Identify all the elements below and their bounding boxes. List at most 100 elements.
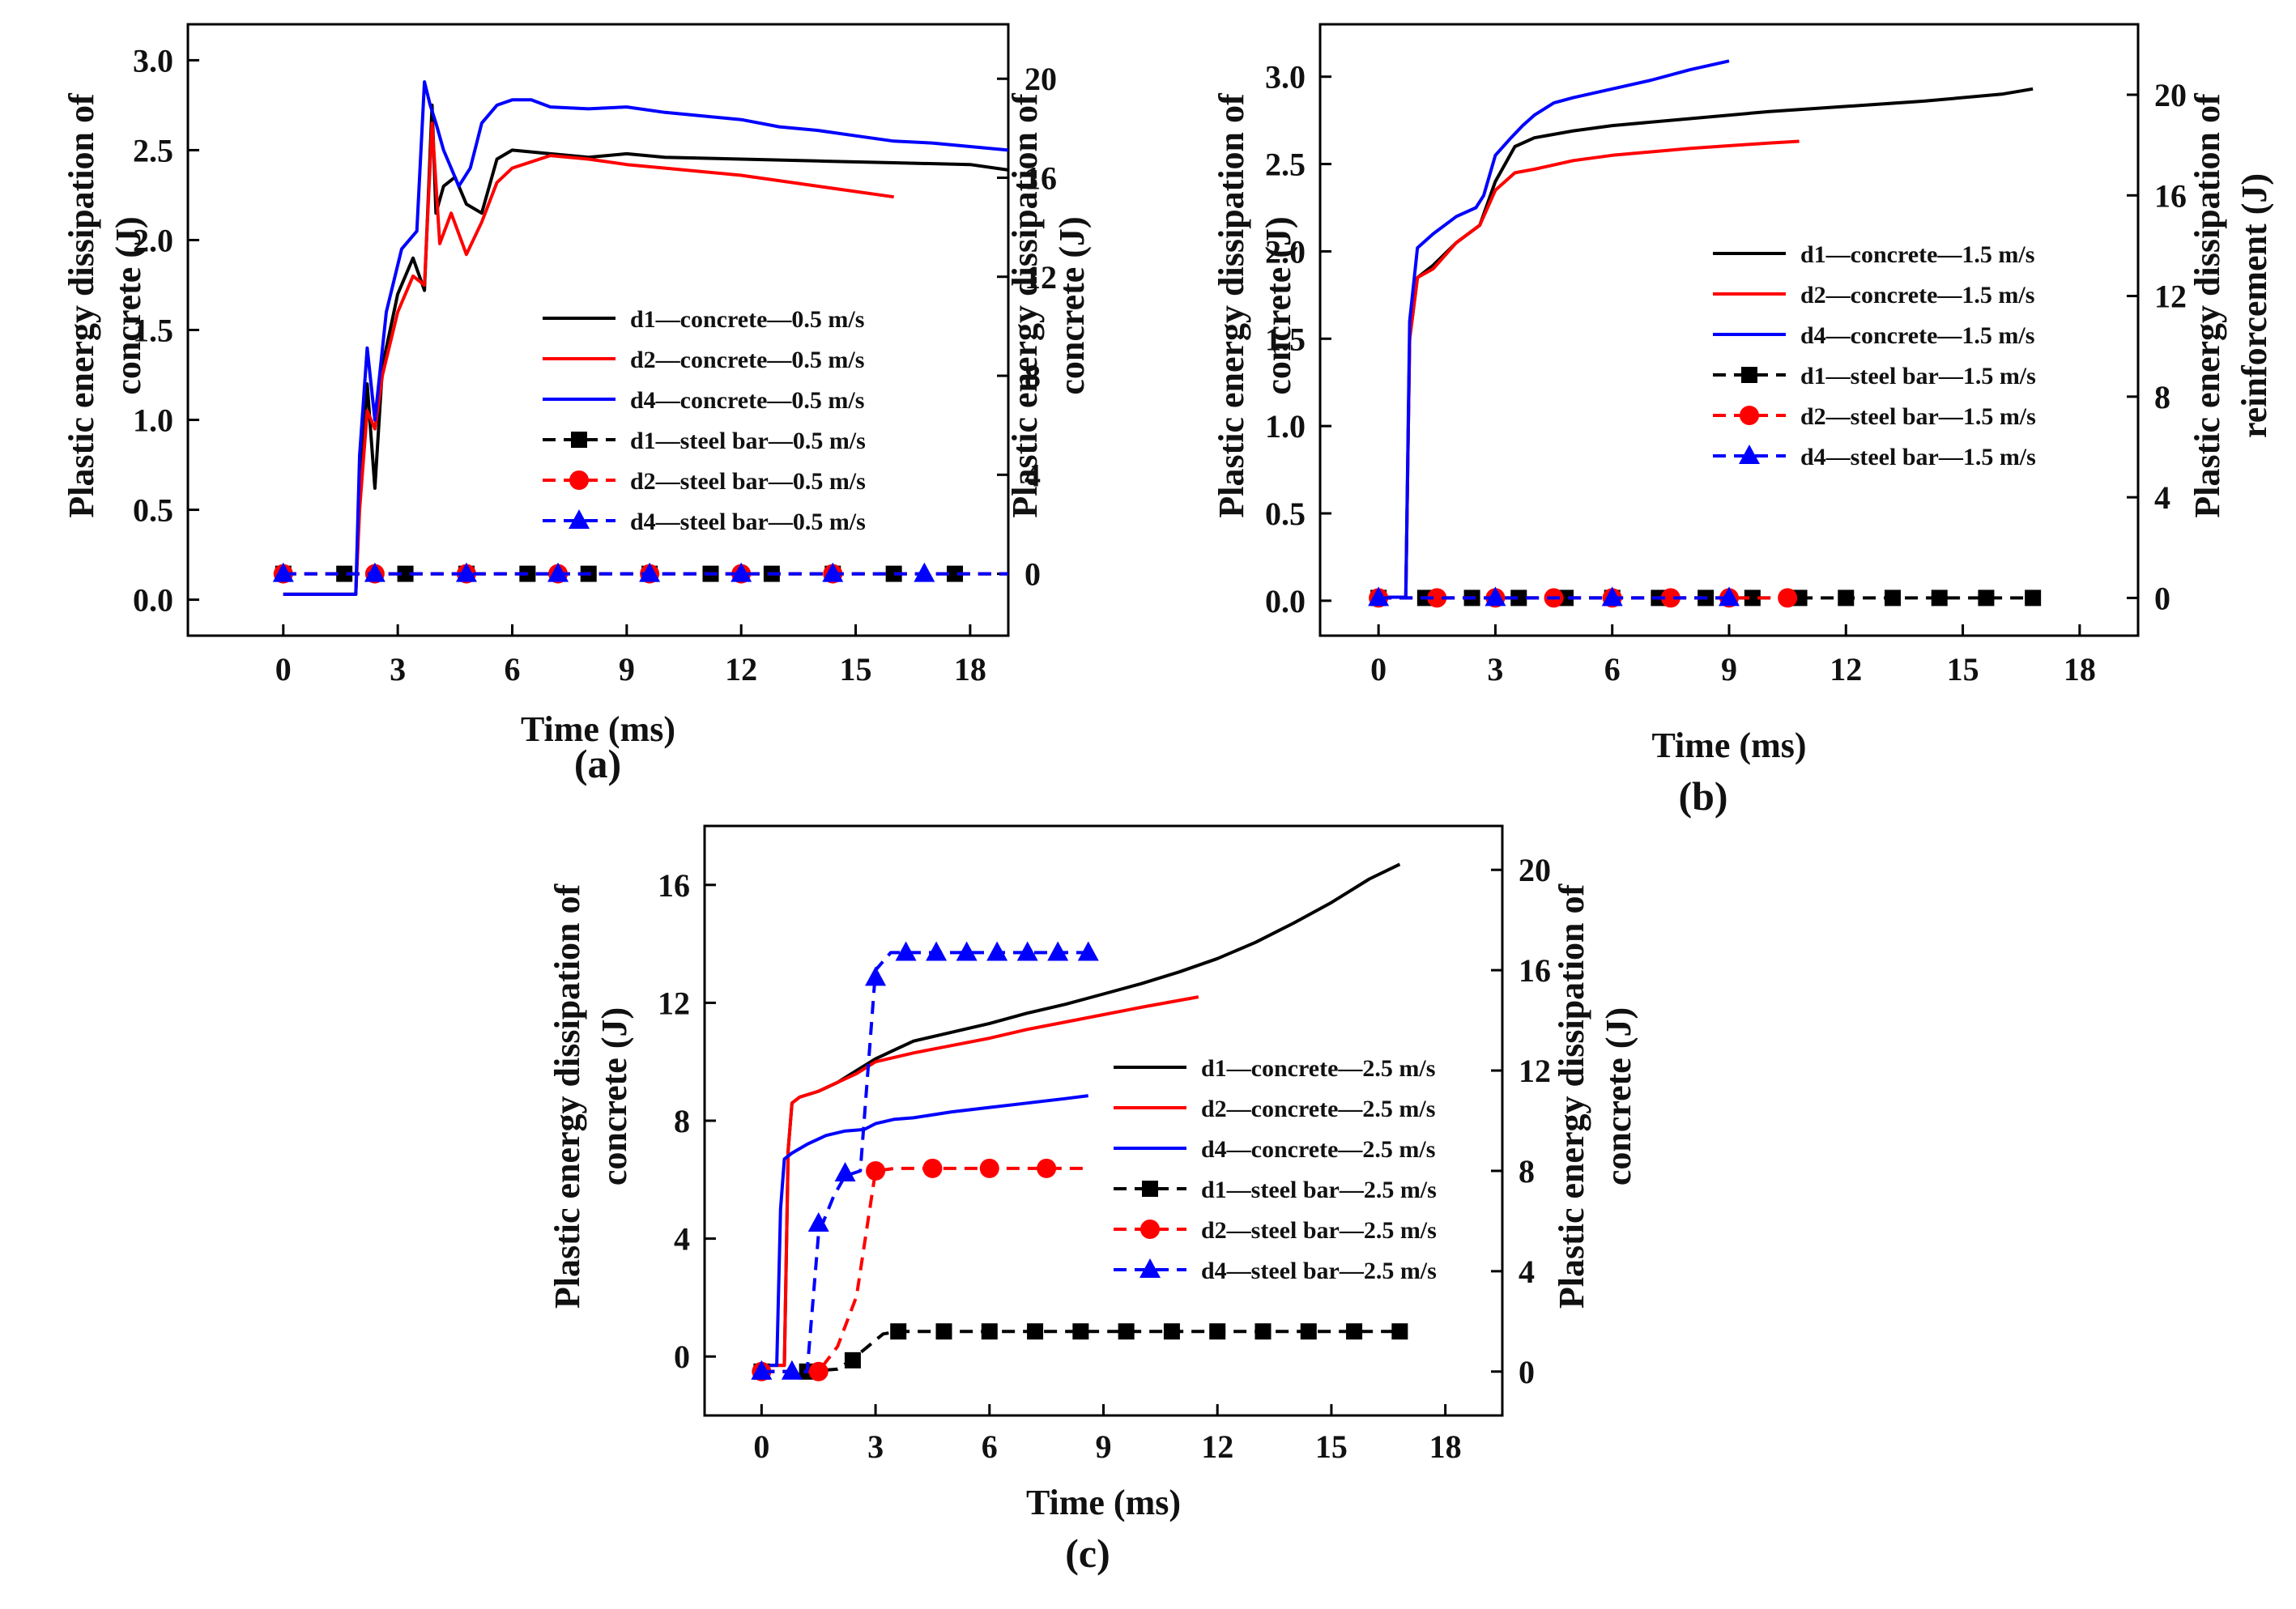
data-point-square	[1978, 590, 1995, 607]
data-point-triangle	[781, 1360, 803, 1380]
data-point-square	[1885, 590, 1901, 607]
y-right-tick-label: 12	[2154, 279, 2187, 315]
legend-label: d1—concrete—2.5 m/s	[1201, 1055, 1435, 1082]
legend-label: d2—concrete—2.5 m/s	[1201, 1096, 1435, 1122]
x-tick-label: 18	[954, 651, 986, 687]
legend-label: d2—steel bar—0.5 m/s	[630, 468, 866, 495]
y-left-tick-label: 16	[658, 867, 690, 904]
data-point-square	[1118, 1323, 1135, 1340]
series-line-1	[1378, 139, 1800, 599]
x-tick-label: 9	[1721, 651, 1737, 687]
x-tick-label: 0	[1370, 651, 1387, 687]
y-left-axis-title: Plastic energy dissipation of concrete (J…	[62, 92, 148, 518]
panel-b: 0 3 6 9 12 15 18 0.0 0.5 1.0 1.5 2.0 2.5 3.0 0 4 8 12 16 20…	[1212, 23, 2274, 819]
data-point-square	[1254, 1323, 1272, 1340]
y-left-tick-label: 2.5	[133, 132, 173, 168]
y-left-tick-label: 3.0	[1265, 59, 1306, 96]
x-tick-label: 6	[1604, 651, 1621, 687]
x-tick-label: 15	[1315, 1428, 1348, 1465]
legend-swatch-marker	[1741, 367, 1757, 383]
data-point-square	[1209, 1323, 1226, 1340]
legend-label: d1—concrete—0.5 m/s	[630, 306, 864, 333]
series-line-1	[761, 995, 1199, 1368]
x-tick-label: 12	[1201, 1428, 1233, 1465]
legend-label: d4—concrete—2.5 m/s	[1201, 1136, 1435, 1163]
data-point-square	[947, 565, 964, 582]
y-right-axis-title: Plastic energy dissipation of reinforceme…	[2187, 92, 2274, 518]
data-point-square	[336, 565, 353, 582]
y-left-axis-title: Plastic energy dissipation of concrete (J…	[1212, 92, 1298, 518]
series-line-4	[761, 1166, 1088, 1373]
data-point-square	[1027, 1323, 1044, 1340]
data-point-circle	[1660, 588, 1680, 608]
y-left-tick-label: 8	[674, 1103, 690, 1139]
data-point-triangle	[639, 562, 661, 582]
y-left-tick-label: 0.0	[1265, 583, 1306, 619]
data-point-triangle	[1016, 941, 1038, 961]
panel-label: (b)	[1678, 773, 1727, 819]
data-point-triangle	[455, 562, 477, 582]
legend-swatch-marker	[1739, 445, 1760, 464]
data-point-triangle	[547, 562, 569, 582]
x-axis-title: Time (ms)	[521, 709, 675, 749]
data-point-circle	[1037, 1158, 1057, 1178]
data-point-triangle	[731, 562, 752, 582]
y-left-tick-label: 4	[674, 1221, 690, 1258]
y-left-tick-label: 2.5	[1265, 147, 1306, 183]
data-point-triangle	[834, 1162, 856, 1182]
legend-swatch-marker	[1740, 406, 1759, 425]
y-left-axis-title-line: Plastic energy dissipation of	[1212, 92, 1251, 518]
data-point-square	[1346, 1323, 1363, 1340]
data-point-triangle	[956, 941, 978, 961]
plot-area	[272, 80, 1008, 596]
y-right-tick-label: 4	[1024, 457, 1041, 493]
legend-label: d2—steel bar—1.5 m/s	[1800, 403, 2036, 430]
x-tick-label: 18	[1429, 1428, 1462, 1465]
y-right-axis-title-line: Plastic energy dissipation of	[2187, 92, 2227, 518]
data-point-triangle	[1368, 586, 1390, 607]
y-left-tick-label: 1.5	[133, 313, 173, 349]
x-tick-label: 3	[390, 651, 406, 687]
y-right-tick-label: 8	[1024, 358, 1041, 394]
data-point-circle	[1427, 588, 1447, 608]
x-tick-label: 18	[2064, 651, 2096, 687]
y-left-tick-label: 0.5	[1265, 496, 1306, 532]
y-right-tick-label: 4	[1519, 1254, 1535, 1290]
legend-label: d4—steel bar—1.5 m/s	[1800, 444, 2036, 470]
series-line-5	[761, 951, 1088, 1373]
x-tick-label: 15	[1947, 651, 1979, 687]
y-left-tick-label: 1.5	[1265, 321, 1306, 357]
data-point-triangle	[1077, 941, 1099, 961]
data-point-triangle	[807, 1212, 829, 1232]
data-point-triangle	[1047, 941, 1069, 961]
x-tick-label: 3	[867, 1428, 884, 1465]
data-point-square	[844, 1351, 861, 1369]
y-left-axis-title-line: concrete (J)	[594, 1007, 634, 1185]
y-left-tick-label: 1.0	[133, 402, 173, 439]
x-tick-label: 0	[275, 651, 292, 687]
data-point-square	[1931, 590, 1948, 607]
y-right-tick-label: 16	[2154, 177, 2187, 214]
data-point-square	[981, 1323, 998, 1340]
y-right-tick-label: 0	[1024, 556, 1041, 593]
x-tick-label: 0	[753, 1428, 769, 1465]
legend-swatch-marker	[571, 432, 587, 448]
y-left-axis-title-line: concrete (J)	[1259, 216, 1298, 394]
legend-label: d2—steel bar—2.5 m/s	[1201, 1217, 1437, 1244]
x-tick-label: 15	[840, 651, 872, 687]
data-point-square	[397, 565, 414, 582]
data-point-triangle	[751, 1360, 773, 1380]
y-left-tick-label: 2.0	[133, 222, 173, 258]
panel-c: 0 3 6 9 12 15 18 0 4 8 12 16 0 4 8 12 16 20 Time (ms) Plast…	[547, 824, 1638, 1576]
data-point-triangle	[895, 941, 917, 961]
y-left-axis-title-line: concrete (J)	[109, 216, 148, 394]
y-left-tick-label: 0.5	[133, 492, 173, 529]
y-right-tick-label: 20	[2154, 77, 2187, 113]
panel-label: (c)	[1065, 1530, 1110, 1576]
y-left-tick-label: 0.0	[133, 582, 173, 619]
data-point-circle	[866, 1160, 886, 1181]
legend: d1—concrete—0.5 m/s d2—concrete—0.5 m/s d4…	[543, 306, 866, 535]
data-point-triangle	[914, 562, 935, 582]
x-tick-label: 9	[1096, 1428, 1112, 1465]
